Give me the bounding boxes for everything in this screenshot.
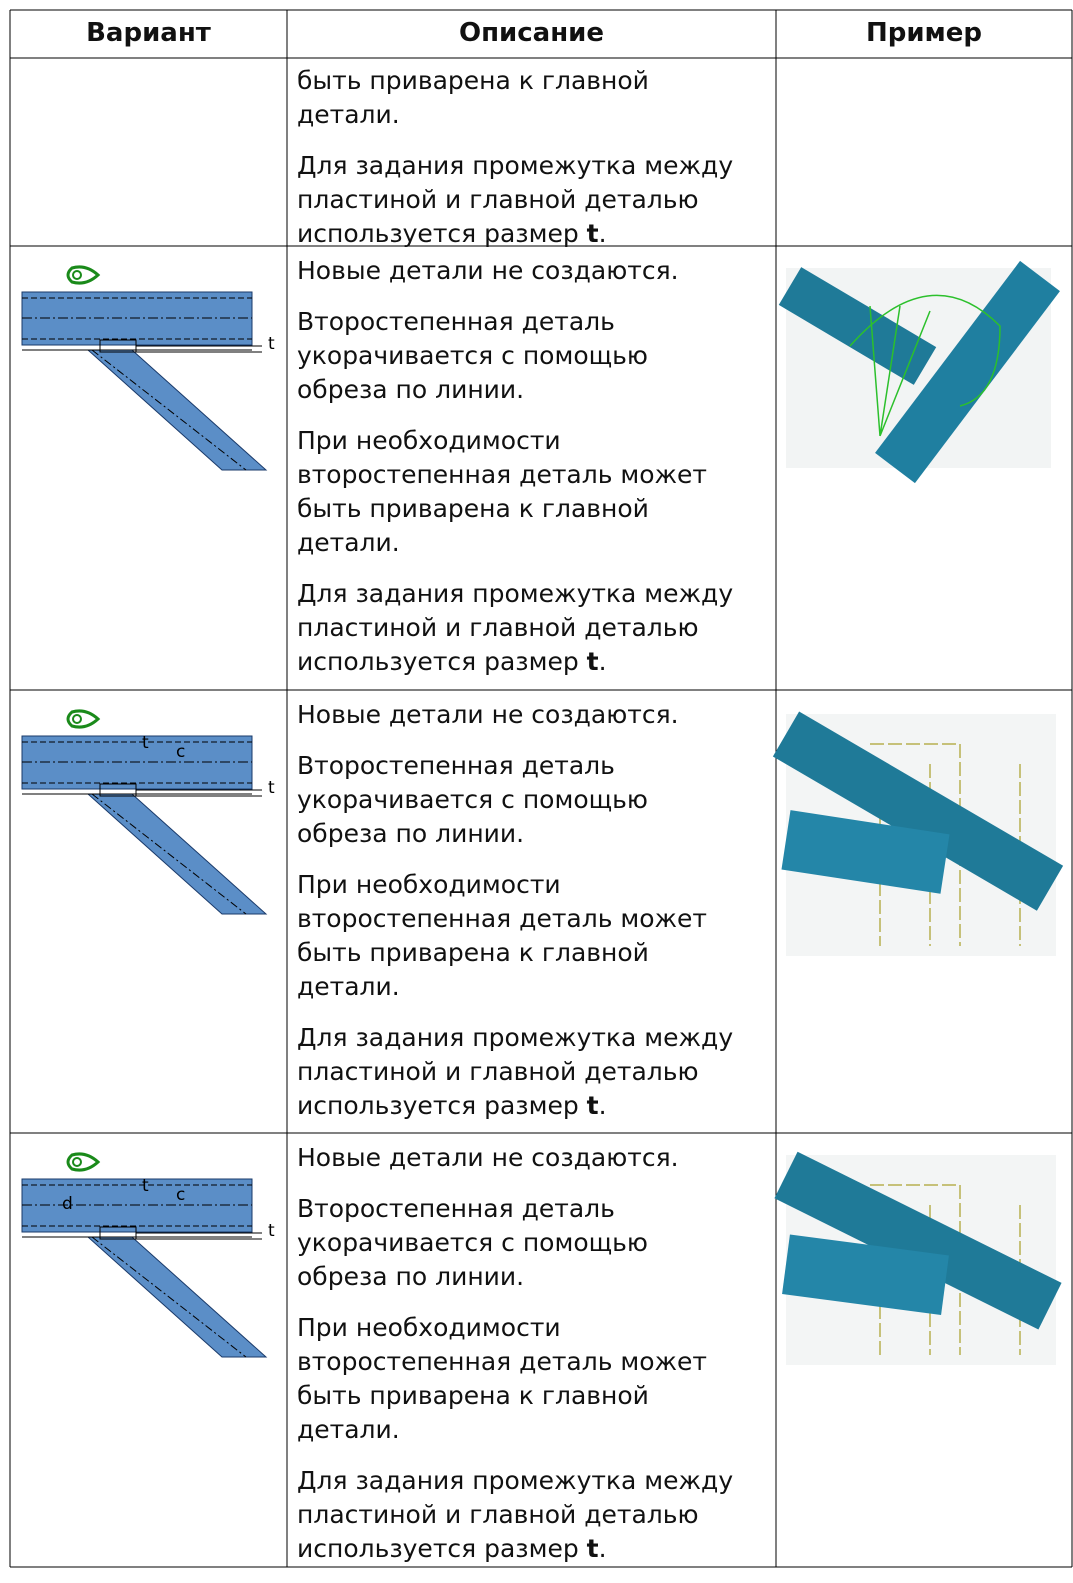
- eye-pupil: [72, 1157, 82, 1167]
- text-line: пластиной и главной деталью: [297, 1057, 699, 1086]
- text-line: Для задания промежутка между: [297, 151, 734, 180]
- paragraph: Новые детали не создаются.: [297, 1141, 767, 1175]
- text-line: укорачивается с помощью: [297, 341, 648, 370]
- eye-pupil: [72, 714, 82, 724]
- text-line: Для задания промежутка между: [297, 1023, 734, 1052]
- bold-text: t: [586, 219, 599, 248]
- text: .: [598, 647, 607, 676]
- text-line: быть приварена к главной: [297, 938, 649, 967]
- wireframe: [849, 294, 1001, 437]
- paragraph: Для задания промежутка между пластиной и …: [297, 1021, 767, 1123]
- text-line: Для задания промежутка между: [297, 1466, 734, 1495]
- paragraph: При необходимости второстепенная деталь м…: [297, 424, 767, 560]
- paragraph: быть приварена к главной детали.: [297, 64, 767, 132]
- text-line: пластиной и главной деталью: [297, 613, 699, 642]
- paragraph: При необходимости второстепенная деталь м…: [297, 868, 767, 1004]
- eye-pupil: [72, 270, 82, 280]
- text-line: второстепенная деталь может: [297, 460, 707, 489]
- dimension-label: t: [268, 778, 275, 798]
- text-line: детали.: [297, 1415, 400, 1444]
- text-line: используется размер: [297, 219, 587, 248]
- text-line: укорачивается с помощью: [297, 785, 648, 814]
- text-line: пластиной и главной деталью: [297, 185, 699, 214]
- pipe: [772, 711, 1064, 911]
- text-line: обреза по линии.: [297, 1262, 525, 1291]
- text-line: второстепенная деталь может: [297, 904, 707, 933]
- paragraph: Для задания промежутка между пластиной и …: [297, 149, 767, 251]
- axis: [91, 349, 247, 471]
- description-cell: Новые детали не создаются. Второстепенная…: [297, 1141, 767, 1583]
- eye-icon: [66, 265, 101, 285]
- paragraph: Для задания промежутка между пластиной и …: [297, 577, 767, 679]
- pipe: [774, 1151, 1062, 1330]
- description-cell: быть приварена к главной детали. Для задан…: [297, 64, 767, 268]
- text-line: Новые детали не создаются.: [297, 256, 679, 285]
- text-line: Новые детали не создаются.: [297, 700, 679, 729]
- text-line: Второстепенная деталь: [297, 1194, 615, 1223]
- pipe: [782, 1234, 949, 1315]
- text-line: быть приварена к главной: [297, 1381, 649, 1410]
- example-image: [778, 260, 1060, 484]
- variant-diagram: d t c t: [21, 1152, 275, 1358]
- text: .: [598, 1534, 607, 1563]
- paragraph: Новые детали не создаются.: [297, 254, 767, 288]
- paragraph: Второстепенная деталь укорачивается с пом…: [297, 1192, 767, 1294]
- paragraph: При необходимости второстепенная деталь м…: [297, 1311, 767, 1447]
- bold-text: t: [586, 1091, 599, 1120]
- paragraph: Второстепенная деталь укорачивается с пом…: [297, 305, 767, 407]
- text-line: При необходимости: [297, 1313, 561, 1342]
- axis: [91, 1236, 247, 1358]
- header-cell: Описание: [458, 18, 605, 48]
- text-line: детали.: [297, 528, 400, 557]
- dimension-label: t: [268, 334, 275, 354]
- bold-text: t: [586, 1534, 599, 1563]
- text-line: Второстепенная деталь: [297, 307, 615, 336]
- header-cell: Вариант: [86, 18, 211, 48]
- text-line: быть приварена к главной: [297, 494, 649, 523]
- eye-icon: [66, 709, 101, 729]
- text-line: обреза по линии.: [297, 819, 525, 848]
- dimension-label: c: [176, 742, 185, 762]
- text-line: используется размер: [297, 1091, 587, 1120]
- text-line: Новые детали не создаются.: [297, 1143, 679, 1172]
- header-cell: Пример: [865, 18, 983, 48]
- text-line: быть приварена к главной: [297, 66, 649, 95]
- pipe: [875, 260, 1060, 484]
- variant-diagram: t: [21, 265, 275, 471]
- dimension-label: t: [268, 1221, 275, 1241]
- bold-text: t: [586, 647, 599, 676]
- example-image: [774, 1151, 1062, 1365]
- text-line: используется размер: [297, 1534, 587, 1563]
- description-cell: Новые детали не создаются. Второстепенная…: [297, 254, 767, 696]
- text: .: [598, 1091, 607, 1120]
- text: .: [598, 219, 607, 248]
- text-line: используется размер: [297, 647, 587, 676]
- text-line: детали.: [297, 972, 400, 1001]
- description-cell: Новые детали не создаются. Второстепенная…: [297, 698, 767, 1140]
- pipe: [781, 810, 950, 894]
- variant-diagram: t c t: [21, 709, 275, 915]
- dimension-label: t: [142, 1176, 149, 1196]
- text-line: При необходимости: [297, 426, 561, 455]
- paragraph: Второстепенная деталь укорачивается с пом…: [297, 749, 767, 851]
- text-line: укорачивается с помощью: [297, 1228, 648, 1257]
- example-image: [772, 711, 1064, 956]
- dimension-label: t: [142, 733, 149, 753]
- text-line: При необходимости: [297, 870, 561, 899]
- paragraph: Для задания промежутка между пластиной и …: [297, 1464, 767, 1566]
- text-line: Второстепенная деталь: [297, 751, 615, 780]
- pipe: [778, 267, 937, 385]
- text-line: пластиной и главной деталью: [297, 1500, 699, 1529]
- dimension-label: c: [176, 1185, 185, 1205]
- text-line: Для задания промежутка между: [297, 579, 734, 608]
- dimension-label: d: [62, 1194, 73, 1214]
- axis: [91, 793, 247, 915]
- paragraph: Новые детали не создаются.: [297, 698, 767, 732]
- text-line: детали.: [297, 100, 400, 129]
- eye-icon: [66, 1152, 101, 1172]
- text-line: обреза по линии.: [297, 375, 525, 404]
- text-line: второстепенная деталь может: [297, 1347, 707, 1376]
